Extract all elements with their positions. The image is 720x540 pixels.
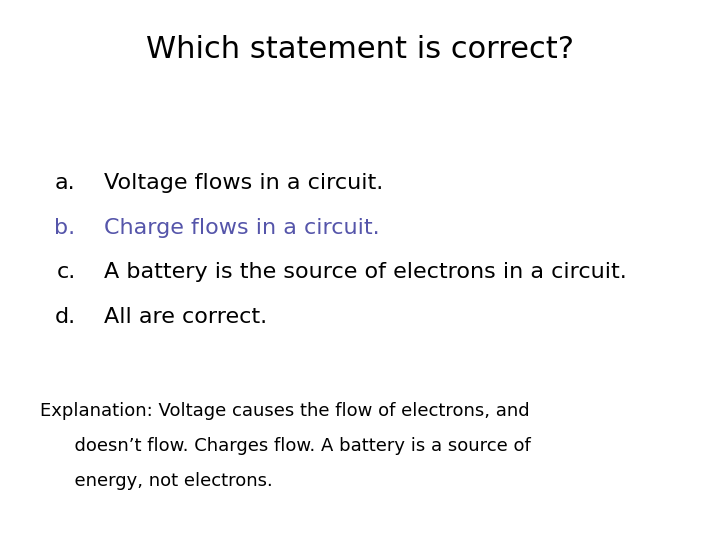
Text: doesn’t flow. Charges flow. A battery is a source of: doesn’t flow. Charges flow. A battery is… bbox=[40, 437, 531, 455]
Text: All are correct.: All are correct. bbox=[104, 307, 268, 327]
Text: d.: d. bbox=[55, 307, 76, 327]
Text: Charge flows in a circuit.: Charge flows in a circuit. bbox=[104, 218, 380, 238]
Text: Explanation: Voltage causes the flow of electrons, and: Explanation: Voltage causes the flow of … bbox=[40, 402, 529, 420]
Text: c.: c. bbox=[56, 262, 76, 282]
Text: b.: b. bbox=[55, 218, 76, 238]
Text: Which statement is correct?: Which statement is correct? bbox=[146, 35, 574, 64]
Text: energy, not electrons.: energy, not electrons. bbox=[40, 472, 272, 490]
Text: Voltage flows in a circuit.: Voltage flows in a circuit. bbox=[104, 173, 384, 193]
Text: a.: a. bbox=[55, 173, 76, 193]
Text: A battery is the source of electrons in a circuit.: A battery is the source of electrons in … bbox=[104, 262, 627, 282]
